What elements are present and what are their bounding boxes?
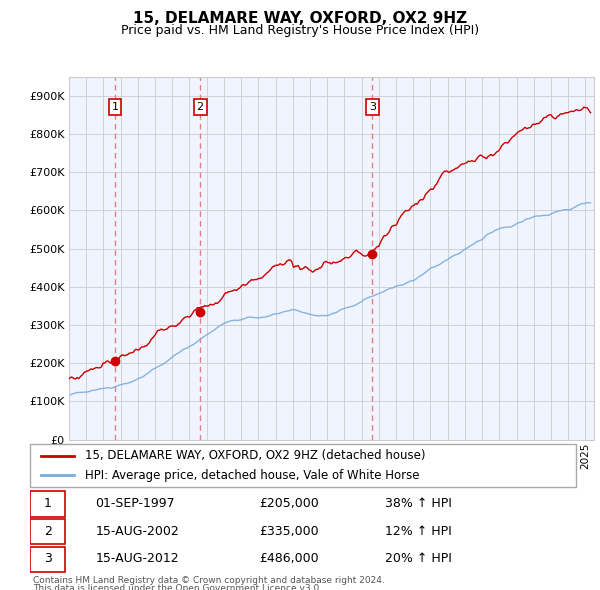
Text: £335,000: £335,000 <box>259 525 319 537</box>
Text: 1: 1 <box>112 102 118 112</box>
Text: 3: 3 <box>44 552 52 565</box>
Text: 38% ↑ HPI: 38% ↑ HPI <box>385 497 452 510</box>
Text: 15, DELAMARE WAY, OXFORD, OX2 9HZ (detached house): 15, DELAMARE WAY, OXFORD, OX2 9HZ (detac… <box>85 449 425 462</box>
Text: 12% ↑ HPI: 12% ↑ HPI <box>385 525 452 537</box>
Text: 01-SEP-1997: 01-SEP-1997 <box>95 497 175 510</box>
Text: Price paid vs. HM Land Registry's House Price Index (HPI): Price paid vs. HM Land Registry's House … <box>121 24 479 37</box>
Bar <box>30 491 65 517</box>
Text: 15-AUG-2002: 15-AUG-2002 <box>95 525 179 537</box>
Bar <box>30 546 65 572</box>
Text: 15, DELAMARE WAY, OXFORD, OX2 9HZ: 15, DELAMARE WAY, OXFORD, OX2 9HZ <box>133 11 467 25</box>
Bar <box>30 519 65 545</box>
Text: 15-AUG-2012: 15-AUG-2012 <box>95 552 179 565</box>
Text: 20% ↑ HPI: 20% ↑ HPI <box>385 552 452 565</box>
Text: 3: 3 <box>369 102 376 112</box>
Text: 2: 2 <box>44 525 52 537</box>
Text: Contains HM Land Registry data © Crown copyright and database right 2024.: Contains HM Land Registry data © Crown c… <box>33 576 385 585</box>
Text: £486,000: £486,000 <box>259 552 319 565</box>
Text: HPI: Average price, detached house, Vale of White Horse: HPI: Average price, detached house, Vale… <box>85 469 419 482</box>
Text: £205,000: £205,000 <box>259 497 319 510</box>
Text: This data is licensed under the Open Government Licence v3.0.: This data is licensed under the Open Gov… <box>33 584 322 590</box>
Text: 1: 1 <box>44 497 52 510</box>
Text: 2: 2 <box>197 102 204 112</box>
